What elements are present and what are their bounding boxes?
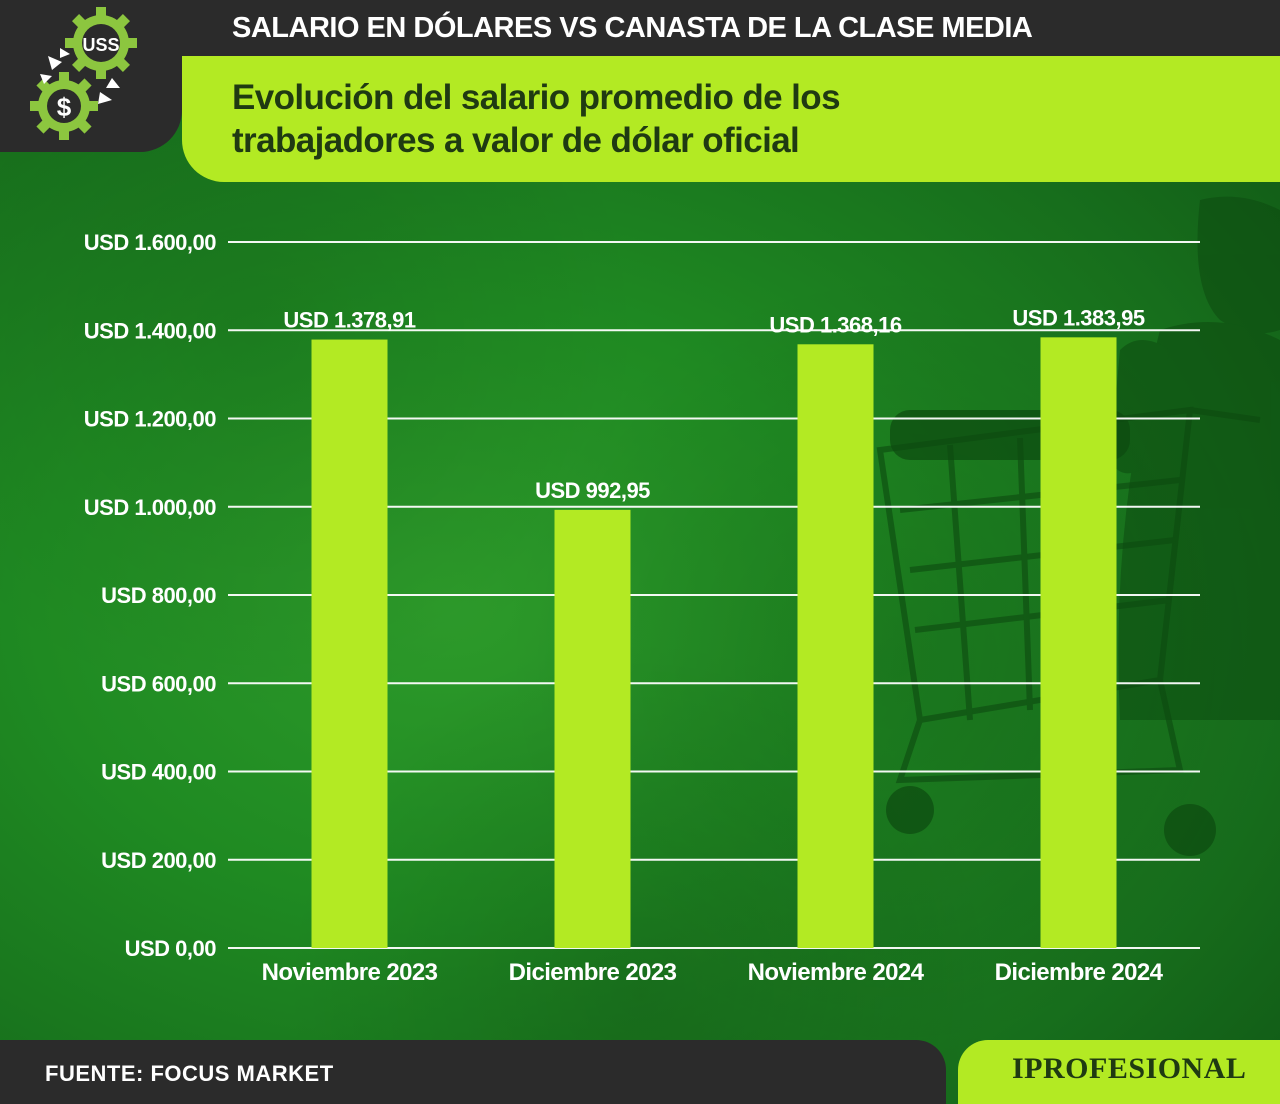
bar-value-label: USD 992,95 xyxy=(535,478,650,503)
gears-money-icon: USS $ xyxy=(30,7,137,140)
x-tick-label: Diciembre 2024 xyxy=(995,959,1164,986)
y-tick-label: USD 400,00 xyxy=(101,760,216,785)
footer-brand-bar xyxy=(958,1040,1280,1104)
bar xyxy=(311,339,388,948)
brand-logo: IPROFESIONAL xyxy=(1012,1052,1247,1085)
footer-source-bar xyxy=(0,1040,946,1104)
y-tick-label: USD 200,00 xyxy=(101,848,216,873)
subtitle-line-1: Evolución del salario promedio de los xyxy=(232,78,841,117)
bar-value-label: USD 1.368,16 xyxy=(769,312,901,337)
bar-value-label: USD 1.378,91 xyxy=(283,308,415,333)
page-title: SALARIO EN DÓLARES VS CANASTA DE LA CLAS… xyxy=(232,12,1033,44)
x-tick-label: Noviembre 2024 xyxy=(748,959,925,986)
title-bar xyxy=(182,0,1280,56)
bar xyxy=(1040,337,1117,949)
y-tick-label: USD 1.600,00 xyxy=(84,230,216,255)
y-tick-label: USD 1.000,00 xyxy=(84,495,216,520)
y-tick-label: USD 0,00 xyxy=(125,936,217,961)
bar xyxy=(554,509,631,948)
source-label: FUENTE: FOCUS MARKET xyxy=(45,1061,334,1086)
logo-panel: USS $ xyxy=(0,0,182,152)
bar-value-label: USD 1.383,95 xyxy=(1012,305,1144,330)
subtitle-line-2: trabajadores a valor de dólar oficial xyxy=(232,121,800,160)
y-tick-label: USD 800,00 xyxy=(101,583,216,608)
y-tick-label: USD 600,00 xyxy=(101,671,216,696)
bar xyxy=(797,344,874,948)
subtitle-bar xyxy=(182,56,1280,182)
x-tick-label: Noviembre 2023 xyxy=(262,959,438,986)
chart-subtitle: Evolución del salario promedio de los tr… xyxy=(232,76,932,162)
x-tick-label: Diciembre 2023 xyxy=(509,959,677,986)
y-tick-label: USD 1.200,00 xyxy=(84,407,216,432)
y-tick-label: USD 1.400,00 xyxy=(84,318,216,343)
logo-badge-text: USS xyxy=(82,35,119,55)
logo-coin-symbol: $ xyxy=(57,92,72,122)
